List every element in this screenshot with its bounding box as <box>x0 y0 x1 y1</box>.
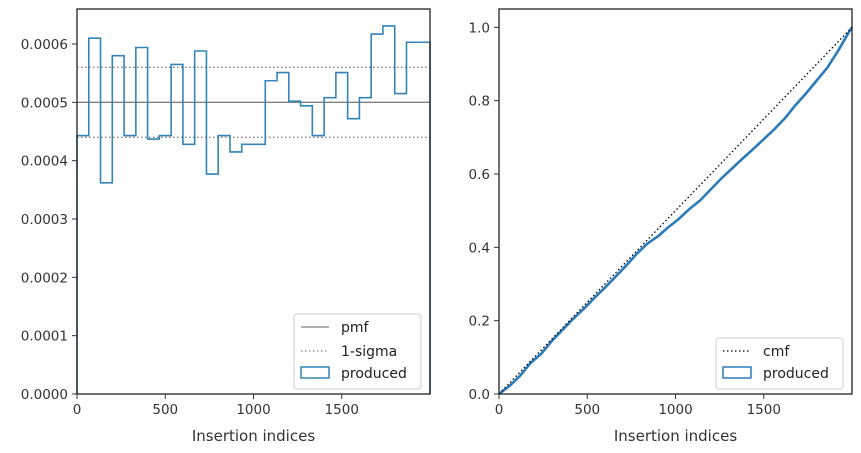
produced-line <box>498 26 854 396</box>
y-tick-label: 0.4 <box>469 240 490 256</box>
y-tick-label: 0.0002 <box>21 270 68 286</box>
plot-frame <box>498 8 853 395</box>
y-tick-label: 0.8 <box>469 94 490 110</box>
x-axis-label: Insertion indices <box>614 427 737 445</box>
legend-produced-swatch <box>300 366 330 379</box>
x-tick-label: 500 <box>574 402 600 418</box>
legend-produced-swatch <box>722 366 752 379</box>
y-tick-label: 0.0005 <box>21 95 68 111</box>
y-tick-label: 0.0001 <box>21 329 68 345</box>
y-tick-label: 1.0 <box>469 20 490 36</box>
y-tick-label: 0.6 <box>469 167 490 183</box>
x-tick-label: 1000 <box>658 402 692 418</box>
x-tick-label: 1500 <box>325 402 359 418</box>
y-tick-label: 0.0003 <box>21 212 68 228</box>
x-tick-label: 1000 <box>236 402 270 418</box>
legend-pmf-label: pmf <box>341 320 370 336</box>
y-tick-label: 0.0004 <box>21 154 68 170</box>
left-chart: 0 500 1000 1500 0.0000 0.0001 0.0002 0.0003 0.00… <box>21 8 431 445</box>
produced-histogram <box>76 25 431 394</box>
y-tick-label: 0.0 <box>469 387 490 403</box>
legend-produced-label: produced <box>341 366 407 382</box>
y-tick-label: 0.0000 <box>21 387 68 403</box>
x-axis-label: Insertion indices <box>192 427 315 445</box>
y-tick-label: 0.2 <box>469 314 490 330</box>
right-chart: 0 500 1000 1500 0.0 0.2 0.4 0.6 0.8 1.0 Insertion … <box>469 8 854 445</box>
x-tick-label: 0 <box>495 402 504 418</box>
y-tick-label: 0.0006 <box>21 37 68 53</box>
x-tick-label: 1500 <box>747 402 781 418</box>
legend-sigma-label: 1-sigma <box>341 344 397 360</box>
legend-box <box>293 313 422 390</box>
legend-cmf-label: cmf <box>763 344 790 360</box>
legend-produced-label: produced <box>763 366 829 382</box>
cmf-line <box>498 26 853 395</box>
x-tick-label: 0 <box>73 402 82 418</box>
x-tick-label: 500 <box>152 402 178 418</box>
